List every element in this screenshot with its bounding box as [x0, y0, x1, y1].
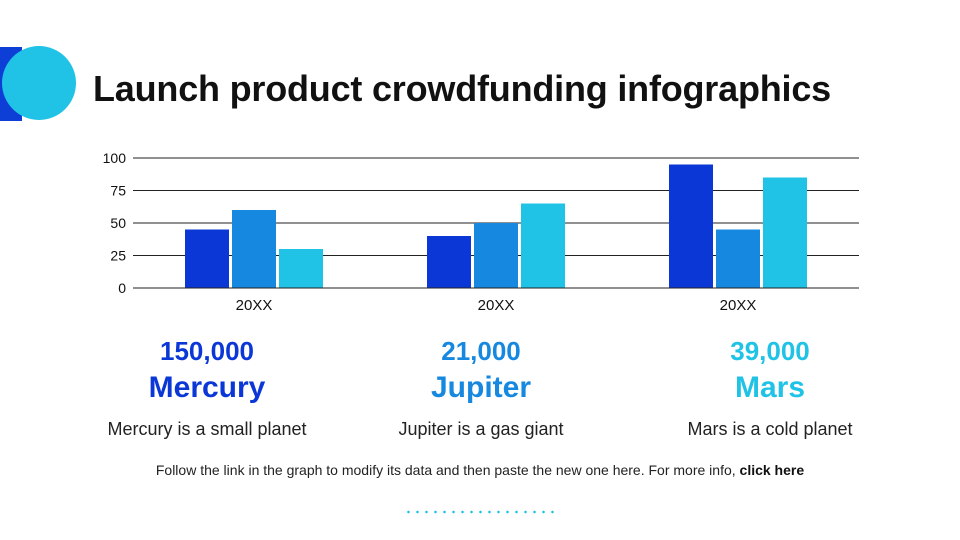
x-tick-label: 20XX — [236, 297, 273, 314]
footer-text: Follow the link in the graph to modify i… — [155, 462, 736, 478]
bar — [521, 203, 565, 288]
stat-mars: 39,000 Mars Mars is a cold planet — [620, 336, 920, 440]
decorative-circle — [2, 46, 76, 120]
bar — [427, 236, 471, 288]
stat-description: Mars is a cold planet — [687, 419, 853, 439]
y-tick-label: 75 — [110, 183, 126, 199]
stat-name: Mars — [734, 371, 806, 404]
y-tick-label: 25 — [110, 248, 126, 264]
bar — [716, 229, 760, 288]
bar — [669, 164, 713, 288]
bar-chart: 0 25 50 75 100 20XX 20XX 20XX — [103, 150, 859, 314]
decorative-dots — [404, 510, 560, 514]
bar — [232, 210, 276, 288]
stat-value: 21,000 — [441, 336, 521, 366]
stat-mercury: 150,000 Mercury Mercury is a small plane… — [57, 336, 357, 440]
x-tick-label: 20XX — [478, 297, 515, 314]
stat-name: Mercury — [148, 371, 266, 404]
page-title: Launch product crowdfunding infographics — [93, 68, 831, 109]
stat-description: Jupiter is a gas giant — [398, 419, 564, 439]
footer-note: Follow the link in the graph to modify i… — [0, 462, 960, 478]
x-tick-label: 20XX — [720, 297, 757, 314]
y-tick-label: 100 — [103, 150, 127, 166]
y-tick-label: 0 — [118, 280, 126, 296]
bar — [185, 229, 229, 288]
y-tick-label: 50 — [110, 215, 126, 231]
bar — [763, 177, 807, 288]
stat-description: Mercury is a small planet — [107, 419, 307, 439]
stat-jupiter: 21,000 Jupiter Jupiter is a gas giant — [331, 336, 631, 440]
stat-value: 150,000 — [160, 336, 254, 366]
bar — [474, 223, 518, 288]
bar — [279, 249, 323, 288]
stat-value: 39,000 — [730, 336, 810, 366]
stat-name: Jupiter — [430, 371, 532, 404]
more-info-link[interactable]: click here — [739, 462, 805, 478]
